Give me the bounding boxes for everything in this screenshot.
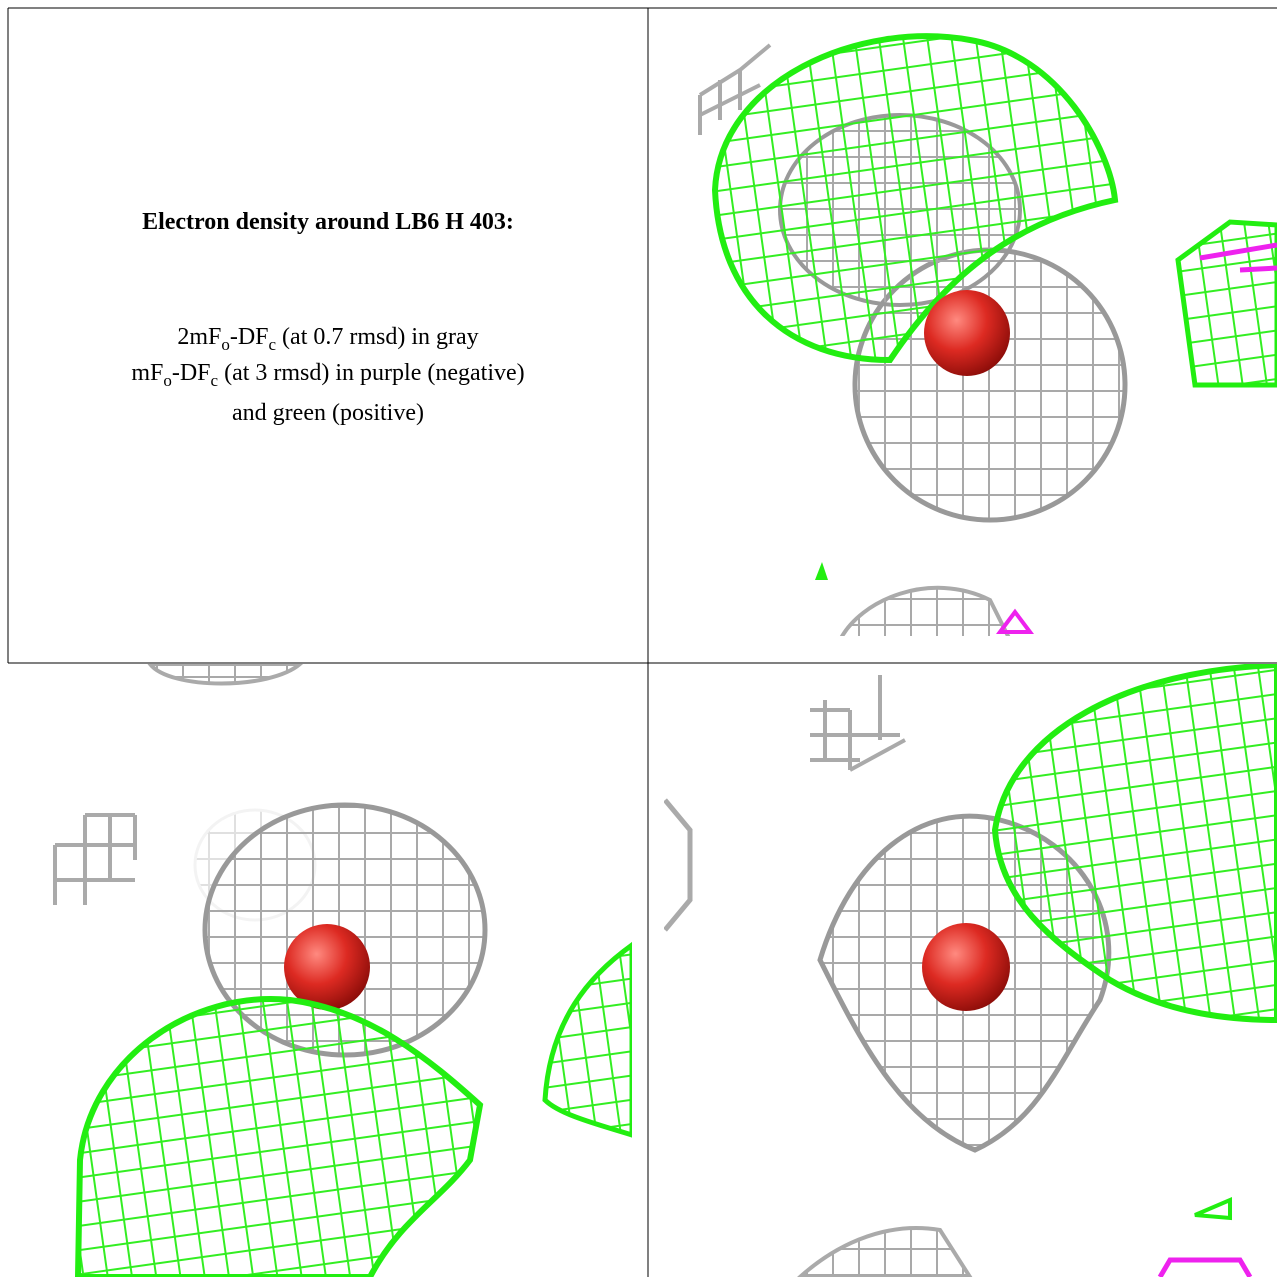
caption-line: 2mFo-DFc (at 0.7 rmsd) in gray (177, 324, 478, 354)
subscript: c (211, 371, 219, 390)
caption: Electron density around LB6 H 403: 2mFo-… (131, 209, 524, 426)
subscript: o (163, 371, 172, 390)
density-view (698, 33, 1277, 636)
caption-line: and green (positive) (232, 400, 424, 426)
text: (at 0.7 rmsd) in gray (276, 324, 479, 350)
text: -DF (172, 360, 211, 386)
text: -DF (230, 324, 269, 350)
density-view (53, 664, 632, 1277)
subscript: o (221, 335, 230, 354)
text: 2mF (177, 324, 221, 350)
caption-line: mFo-DFc (at 3 rmsd) in purple (negative) (131, 360, 524, 390)
subscript: c (269, 335, 277, 354)
grid-frame (7, 7, 1277, 1277)
text: (at 3 rmsd) in purple (negative) (218, 360, 525, 386)
caption-title: Electron density around LB6 H 403: (142, 209, 514, 235)
density-view (664, 664, 1277, 1277)
text: mF (131, 360, 163, 386)
